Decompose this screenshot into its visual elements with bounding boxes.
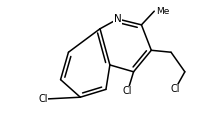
Text: Cl: Cl [169,84,179,94]
Text: Cl: Cl [38,94,47,104]
Text: N: N [113,14,121,24]
Text: Me: Me [156,7,169,16]
Text: Cl: Cl [122,86,132,96]
